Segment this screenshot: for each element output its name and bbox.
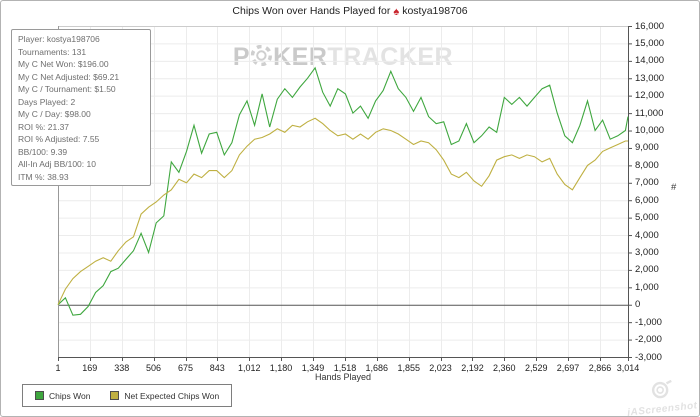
x-tick-label: 1,686 xyxy=(365,363,389,373)
y-tick-label: 16,000 xyxy=(635,20,665,32)
y-tick-label: 2,000 xyxy=(635,264,659,276)
x-tick-label: 2,529 xyxy=(524,363,548,373)
screenshot-watermark-swirl-icon xyxy=(651,379,672,399)
y-tick-label: 10,000 xyxy=(635,125,665,137)
x-tick-label: 1,518 xyxy=(333,363,357,373)
stat-roi: ROI %: 21.37 xyxy=(18,121,70,132)
y-tick-label: -1,000 xyxy=(635,316,662,328)
x-tick-label: 2,697 xyxy=(556,363,580,373)
x-tick-label: 2,866 xyxy=(588,363,612,373)
x-tick-label: 843 xyxy=(209,363,225,373)
x-tick-label: 3,014 xyxy=(616,363,640,373)
poker-chip-icon xyxy=(250,44,273,71)
series-line-net-expected-chips-won xyxy=(57,117,628,305)
x-tick-label: 675 xyxy=(177,363,194,373)
watermark-text-ker: KER xyxy=(273,43,328,71)
x-tick-label: 169 xyxy=(82,363,98,373)
y-tick-label: 12,000 xyxy=(635,90,665,102)
x-tick-label: 338 xyxy=(114,363,130,373)
y-tick-label: 0 xyxy=(635,299,641,311)
y-axis-label: # xyxy=(671,182,677,193)
pokertracker-spade-icon: ♠ xyxy=(393,6,400,18)
y-tick-label: 13,000 xyxy=(635,72,665,84)
x-tick-label: 506 xyxy=(146,363,162,373)
stat-itm: ITM %: 38.93 xyxy=(18,171,69,182)
x-tick-label: 1,349 xyxy=(301,363,325,373)
legend-item-net-expected: Net Expected Chips Won xyxy=(110,391,219,401)
x-tick-label: 1 xyxy=(55,363,61,373)
x-tick-label: 1,855 xyxy=(397,363,420,373)
x-tick-label: 1,180 xyxy=(269,363,293,373)
chart-title-text: Chips Won over Hands Played for xyxy=(232,5,391,17)
chart-title: Chips Won over Hands Played for ♠ kostya19… xyxy=(1,5,699,18)
x-axis-label: Hands Played xyxy=(314,372,372,382)
player-name: kostya198706 xyxy=(402,5,468,17)
watermark-text-p: P xyxy=(232,43,251,71)
chart-legend: Chips Won Net Expected Chips Won xyxy=(22,384,233,407)
legend-item-chips-won: Chips Won xyxy=(35,391,90,401)
watermark-text-tracker: TRACKER xyxy=(327,43,454,71)
y-tick-label: 14,000 xyxy=(635,55,665,67)
x-tick-label: 2,360 xyxy=(493,363,516,373)
stat-per-tournament: My C / Tournament: $1.50 xyxy=(18,84,116,94)
stat-days-played: Days Played: 2 xyxy=(18,96,76,107)
y-tick-label: 1,000 xyxy=(635,281,659,293)
stat-net-won: My C Net Won: $196.00 xyxy=(18,59,109,69)
series-line-chips-won xyxy=(57,66,629,316)
pokertracker-watermark: P KER TRACKER xyxy=(233,43,453,72)
legend-label-chips-won: Chips Won xyxy=(49,390,91,401)
legend-label-net-expected: Net Expected Chips Won xyxy=(124,390,220,401)
stat-net-adjusted: My C Net Adjusted: $69.21 xyxy=(18,71,120,82)
net-expected-swatch-icon xyxy=(110,391,120,400)
x-tick-label: 2,023 xyxy=(429,363,452,373)
stat-player: Player: kostya198706 xyxy=(18,34,100,44)
stat-roi-adjusted: ROI % Adjusted: 7.55 xyxy=(18,134,100,144)
screenshot-watermark: jAScreenshot xyxy=(624,377,698,416)
x-tick-label: 1,012 xyxy=(237,363,261,373)
y-tick-label: 8,000 xyxy=(635,159,659,171)
stat-tournaments: Tournaments: 131 xyxy=(18,46,87,57)
stat-per-day: My C / Day: $98.00 xyxy=(18,109,91,119)
stat-allin-adj-bb100: All-In Adj BB/100: 10 xyxy=(18,159,96,169)
stat-bb100: BB/100: 9.39 xyxy=(18,146,68,157)
y-tick-label: -2,000 xyxy=(635,334,662,346)
y-tick-label: 5,000 xyxy=(635,212,659,224)
y-tick-label: 15,000 xyxy=(635,37,665,49)
stats-summary-box: Player: kostya198706 Tournaments: 131 My… xyxy=(11,29,151,186)
y-tick-label: 3,000 xyxy=(635,246,659,258)
y-tick-label: 9,000 xyxy=(635,142,659,154)
chips-won-swatch-icon xyxy=(35,391,44,400)
y-tick-label: 11,000 xyxy=(635,107,664,119)
y-tick-label: 7,000 xyxy=(635,177,659,189)
x-tick-label: 2,192 xyxy=(461,363,484,373)
y-tick-label: 4,000 xyxy=(635,229,659,241)
y-tick-label: 6,000 xyxy=(635,194,659,206)
y-tick-label: -3,000 xyxy=(635,351,662,363)
